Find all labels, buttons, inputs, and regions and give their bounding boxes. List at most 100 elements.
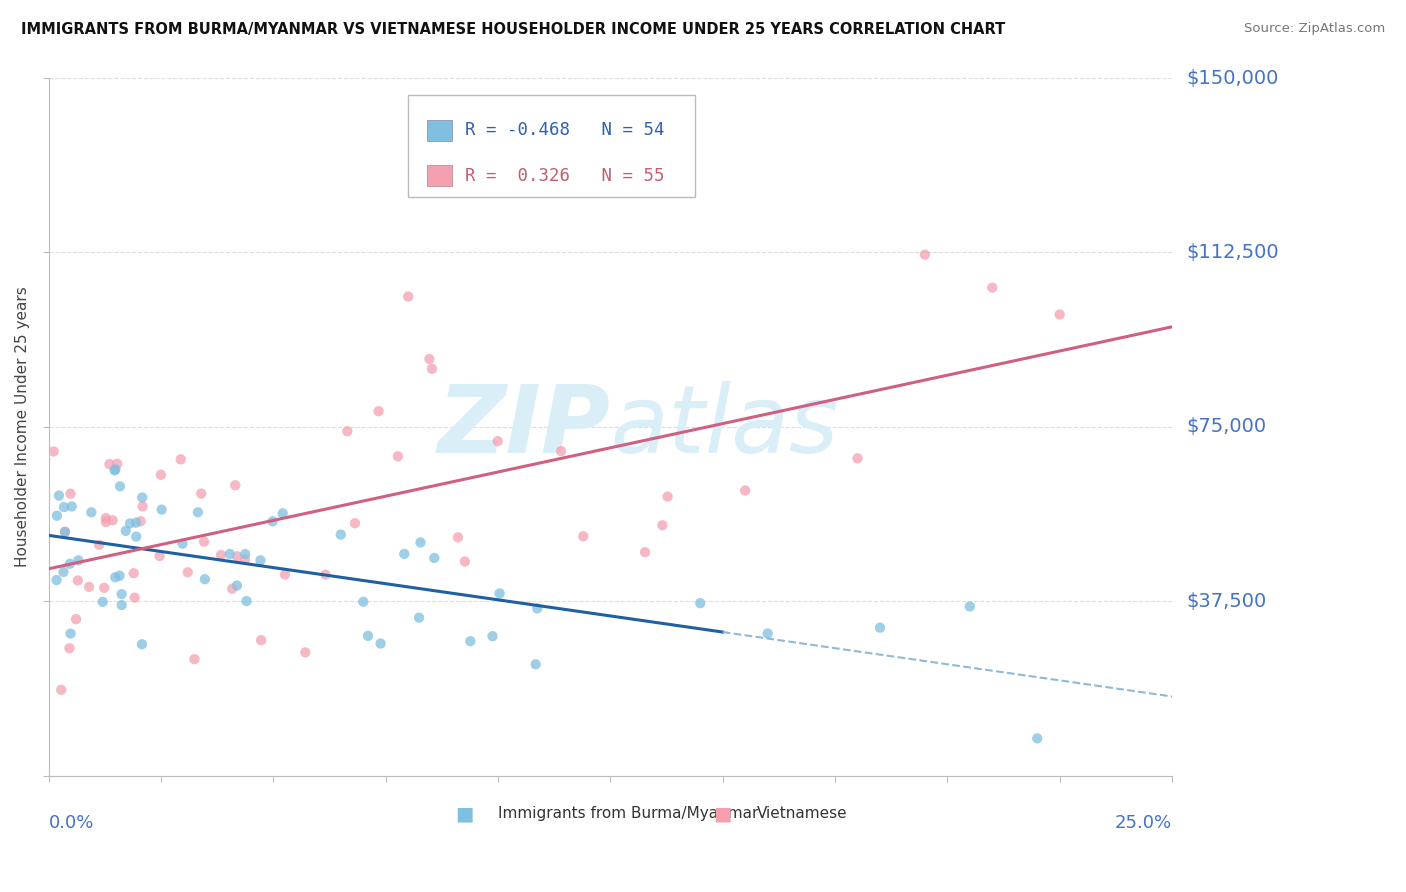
Point: [396, 289, 419, 303]
Text: Vietnamese: Vietnamese: [756, 806, 846, 822]
Point: [409, 535, 432, 549]
Point: [149, 549, 172, 563]
Point: [526, 601, 548, 615]
Point: [91, 595, 114, 609]
Point: [524, 657, 547, 672]
Point: [233, 552, 256, 566]
Point: [124, 591, 146, 605]
Point: [262, 514, 284, 528]
Point: [131, 491, 153, 505]
Point: [104, 570, 127, 584]
Point: [94, 511, 117, 525]
Point: [460, 634, 482, 648]
Point: [226, 578, 249, 592]
Point: [250, 633, 273, 648]
Point: [52, 565, 75, 579]
Point: [481, 629, 503, 643]
Point: [194, 572, 217, 586]
Point: [634, 545, 657, 559]
Point: [93, 581, 115, 595]
Point: [103, 463, 125, 477]
Point: [53, 524, 76, 539]
Point: [249, 553, 271, 567]
Text: R = -0.468   N = 54: R = -0.468 N = 54: [465, 121, 665, 139]
Point: [118, 516, 141, 531]
Point: [45, 573, 67, 587]
Point: [651, 518, 673, 533]
Point: [187, 505, 209, 519]
Point: [233, 547, 256, 561]
Point: [657, 490, 679, 504]
Point: [486, 434, 509, 449]
Point: [42, 444, 65, 458]
Point: [111, 598, 134, 612]
Point: [224, 478, 246, 492]
Text: 0.0%: 0.0%: [49, 814, 94, 832]
Point: [89, 538, 111, 552]
Point: [59, 626, 82, 640]
Point: [914, 248, 936, 262]
Point: [488, 586, 510, 600]
Point: [221, 582, 243, 596]
Point: [1026, 731, 1049, 746]
Text: $37,500: $37,500: [1185, 591, 1267, 611]
Text: $150,000: $150,000: [1185, 69, 1278, 87]
Point: [45, 508, 67, 523]
Point: [418, 351, 440, 366]
Point: [315, 567, 337, 582]
Point: [150, 502, 173, 516]
Point: [454, 554, 477, 568]
Text: atlas: atlas: [610, 381, 838, 472]
Point: [177, 566, 200, 580]
Point: [65, 612, 87, 626]
Point: [756, 626, 779, 640]
Point: [274, 567, 297, 582]
Point: [394, 547, 416, 561]
Point: [226, 549, 249, 564]
Point: [67, 553, 90, 567]
Point: [352, 595, 374, 609]
Point: [77, 580, 100, 594]
Point: [329, 527, 352, 541]
Point: [60, 500, 83, 514]
Point: [420, 361, 443, 376]
Point: [218, 547, 240, 561]
Point: [110, 587, 132, 601]
Point: [108, 568, 131, 582]
Point: [131, 500, 153, 514]
Point: [193, 534, 215, 549]
Point: [981, 280, 1004, 294]
Point: [108, 479, 131, 493]
Point: [370, 636, 392, 650]
Point: [689, 596, 711, 610]
FancyBboxPatch shape: [427, 120, 451, 141]
Point: [423, 550, 446, 565]
Point: [98, 457, 121, 471]
Point: [550, 444, 572, 458]
Point: [101, 513, 124, 527]
Text: 25.0%: 25.0%: [1115, 814, 1173, 832]
Point: [114, 524, 136, 538]
Text: IMMIGRANTS FROM BURMA/MYANMAR VS VIETNAMESE HOUSEHOLDER INCOME UNDER 25 YEARS CO: IMMIGRANTS FROM BURMA/MYANMAR VS VIETNAM…: [21, 22, 1005, 37]
Point: [51, 682, 73, 697]
Point: [131, 637, 153, 651]
Point: [59, 557, 82, 571]
Point: [343, 516, 366, 531]
Text: ZIP: ZIP: [437, 381, 610, 473]
Point: [271, 507, 294, 521]
FancyBboxPatch shape: [408, 95, 695, 196]
Point: [122, 566, 145, 581]
Text: Source: ZipAtlas.com: Source: ZipAtlas.com: [1244, 22, 1385, 36]
Y-axis label: Householder Income Under 25 years: Householder Income Under 25 years: [15, 286, 30, 567]
Point: [1049, 308, 1071, 322]
Point: [387, 450, 409, 464]
Point: [734, 483, 756, 498]
Point: [294, 645, 316, 659]
Point: [209, 548, 232, 562]
Point: [846, 451, 869, 466]
Point: [408, 610, 430, 624]
Point: [125, 516, 148, 530]
Text: Immigrants from Burma/Myanmar: Immigrants from Burma/Myanmar: [498, 806, 758, 822]
Point: [129, 514, 152, 528]
Text: $112,500: $112,500: [1185, 243, 1278, 262]
